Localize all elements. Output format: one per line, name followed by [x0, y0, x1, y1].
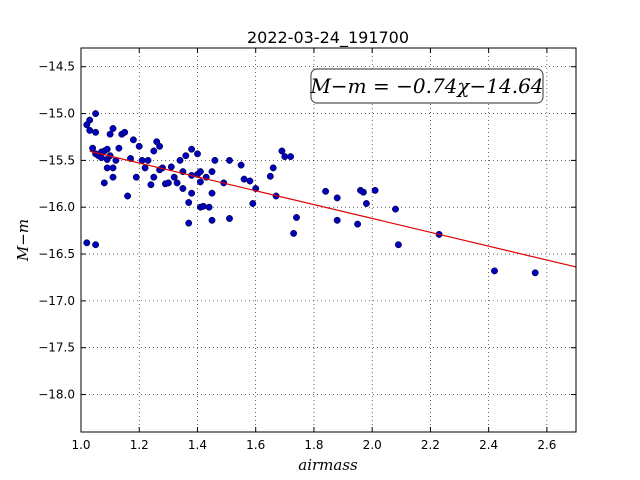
annotation-frame — [310, 68, 544, 104]
data-point — [176, 156, 184, 164]
data-point — [322, 187, 330, 195]
x-tick-label: 1.8 — [304, 438, 323, 452]
data-point — [109, 125, 117, 132]
y-tick-label: −18.0 — [38, 388, 75, 402]
annotation-box: M−m = −0.74χ−14.64 — [309, 68, 544, 104]
data-point — [208, 189, 216, 197]
data-point — [240, 175, 248, 183]
y-tick-label: −14.5 — [38, 60, 75, 74]
data-point — [199, 202, 207, 210]
data-point — [109, 173, 117, 181]
x-tick-label: 1.4 — [188, 438, 207, 452]
y-tick-label: −17.5 — [38, 341, 75, 355]
data-point — [115, 144, 123, 152]
data-point — [150, 173, 158, 181]
data-point — [491, 267, 498, 275]
data-point — [354, 220, 362, 228]
grid — [80, 48, 576, 432]
x-tick-label: 1.0 — [71, 438, 90, 452]
data-point — [249, 200, 257, 207]
data-point — [287, 153, 295, 161]
data-point — [196, 168, 204, 176]
data-point — [392, 205, 399, 213]
data-point — [121, 128, 129, 136]
data-point — [211, 156, 219, 164]
data-point — [164, 179, 172, 187]
y-axis-label: M−m — [14, 219, 32, 262]
ticks: 1.0 1.2 1.4 1.6 1.8 2.0 2.2 2.4 2.6 −14.5 −15.0 −15… — [38, 48, 576, 452]
data-point — [394, 241, 402, 249]
data-point — [132, 173, 140, 181]
data-point — [281, 153, 289, 161]
data-point — [135, 142, 143, 150]
x-tick-label: 1.6 — [246, 438, 265, 452]
data-point — [188, 189, 196, 197]
data-point — [92, 128, 100, 136]
data-point — [179, 185, 187, 192]
data-point — [269, 164, 277, 172]
data-point — [170, 173, 178, 181]
data-point — [246, 177, 254, 185]
data-point — [173, 179, 181, 187]
y-tick-label: −15.5 — [38, 153, 75, 167]
data-point — [103, 164, 111, 172]
x-tick-label: 2.6 — [537, 438, 556, 452]
chart-title: 2022-03-24_191700 — [247, 28, 409, 48]
data-point — [182, 152, 190, 160]
data-point — [188, 145, 196, 153]
data-point — [293, 214, 300, 221]
data-point — [185, 219, 193, 227]
data-point — [86, 126, 94, 134]
plot-area — [83, 110, 577, 277]
data-point — [109, 164, 117, 172]
annotation-fit-equation: M−m = −0.74χ−14.64 — [309, 74, 543, 98]
data-point — [167, 163, 175, 171]
y-tick-label: −15.0 — [38, 107, 75, 121]
data-point — [196, 178, 204, 186]
fit-line — [89, 150, 577, 268]
x-tick-label: 2.0 — [363, 438, 382, 452]
data-point — [83, 239, 91, 247]
data-point — [226, 215, 233, 222]
data-point — [141, 164, 149, 172]
data-point — [208, 168, 216, 176]
data-point — [359, 188, 367, 196]
data-point — [97, 154, 105, 162]
data-point — [205, 203, 213, 211]
data-point — [106, 130, 114, 138]
data-point — [185, 199, 193, 206]
data-point — [124, 192, 132, 200]
data-point — [531, 269, 539, 277]
data-point — [333, 216, 341, 224]
data-point — [333, 194, 341, 202]
x-tick-label: 2.4 — [479, 438, 498, 452]
data-point — [290, 229, 298, 237]
data-point — [103, 145, 111, 153]
data-point — [92, 110, 100, 118]
data-point — [362, 200, 370, 207]
data-point — [92, 241, 100, 249]
x-tick-label: 2.2 — [421, 438, 440, 452]
x-axis-label: airmass — [298, 456, 358, 474]
data-point — [147, 181, 155, 189]
data-point — [237, 161, 245, 169]
data-point — [129, 136, 137, 144]
data-point — [226, 156, 233, 164]
y-tick-label: −17.0 — [38, 294, 75, 308]
data-point — [371, 186, 379, 194]
data-point — [266, 172, 274, 180]
data-point — [156, 142, 164, 150]
data-point — [150, 147, 158, 155]
y-tick-label: −16.0 — [38, 200, 75, 214]
y-tick-label: −16.5 — [38, 247, 75, 261]
data-point — [144, 156, 152, 164]
data-point — [194, 150, 201, 158]
axes-frame — [80, 47, 577, 433]
data-point — [208, 216, 216, 224]
x-tick-label: 1.2 — [130, 438, 149, 452]
data-point — [278, 147, 286, 155]
data-point — [86, 116, 94, 124]
data-point — [100, 179, 108, 187]
